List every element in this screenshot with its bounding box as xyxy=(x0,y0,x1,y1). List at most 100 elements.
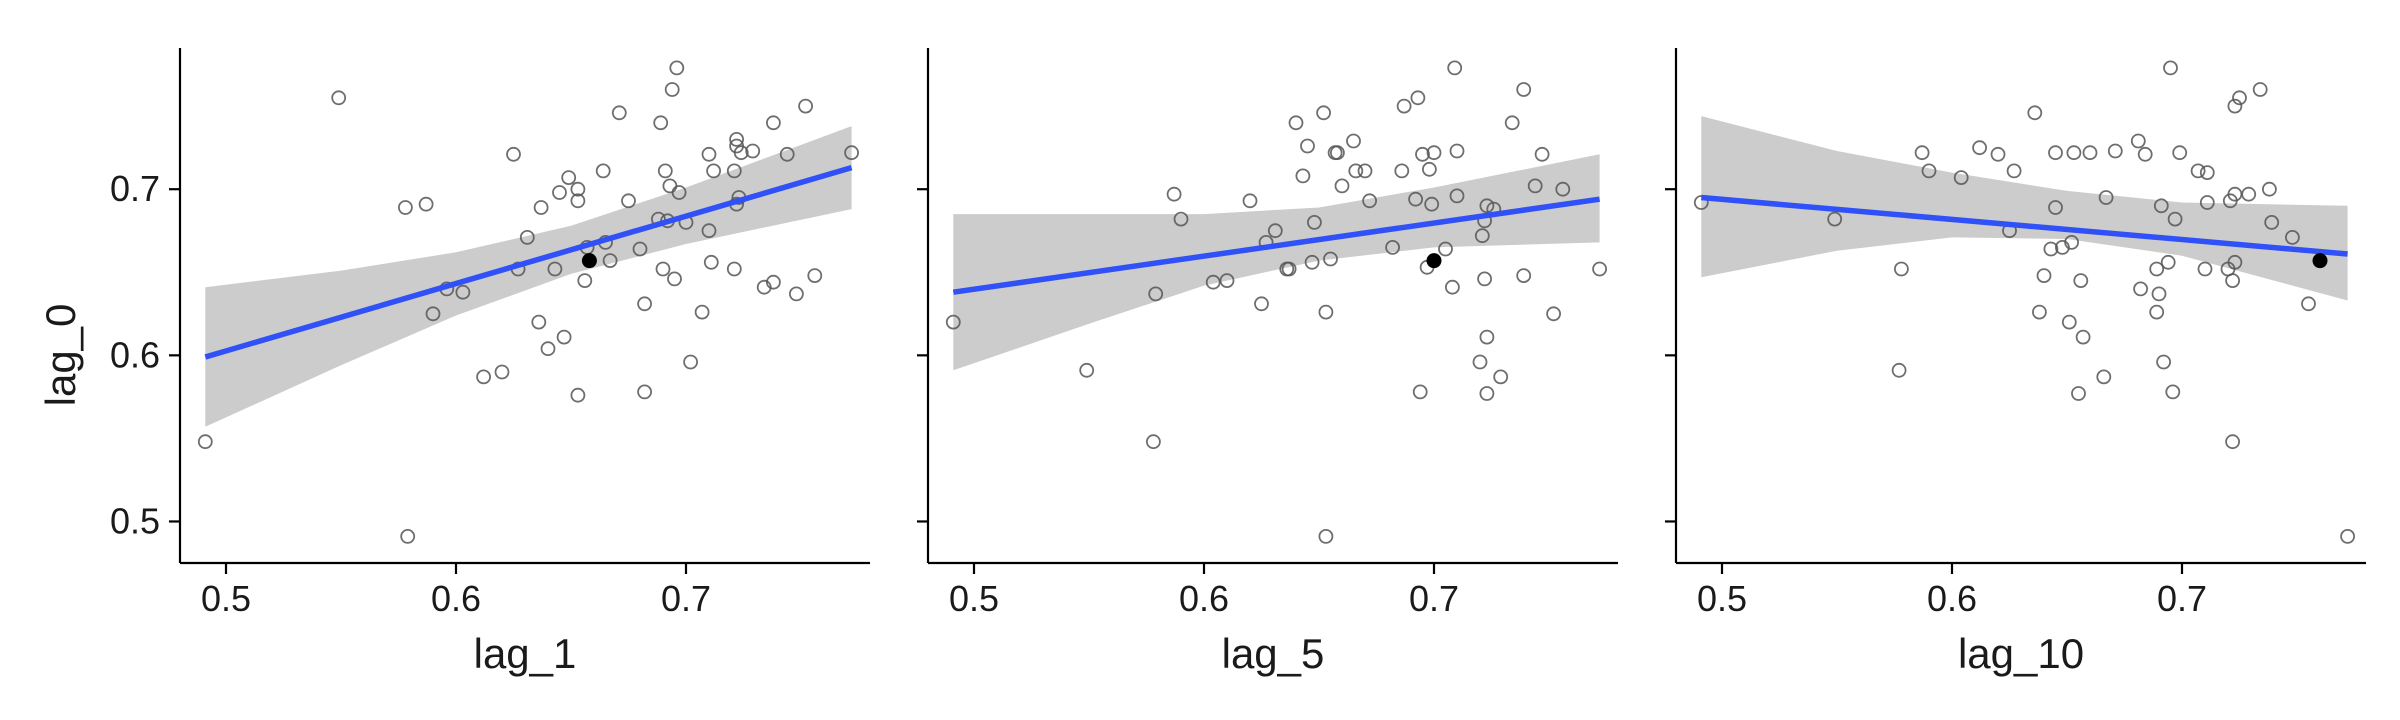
data-point xyxy=(2027,105,2043,121)
regression-line xyxy=(1701,194,2348,257)
data-point xyxy=(1592,261,1607,277)
data-point xyxy=(1396,98,1412,114)
data-point xyxy=(1348,163,1364,179)
data-point xyxy=(653,115,669,131)
x-tick-label: 0.6 xyxy=(1179,578,1229,619)
data-point xyxy=(1479,329,1495,345)
data-point xyxy=(1316,105,1331,121)
data-point xyxy=(494,364,510,380)
data-point xyxy=(2197,261,2213,277)
data-point xyxy=(1357,163,1373,179)
data-point xyxy=(733,145,749,161)
x-tick-label: 0.7 xyxy=(1409,578,1459,619)
x-tick-label: 0.6 xyxy=(431,578,481,619)
panel-lag_5: 0.5 0.6 0.7 lag_5 xyxy=(917,48,1618,677)
data-point xyxy=(1477,271,1492,287)
data-point xyxy=(2172,145,2188,161)
data-point xyxy=(1472,354,1488,370)
data-point xyxy=(455,284,471,300)
data-point xyxy=(595,163,611,179)
data-point xyxy=(570,181,586,197)
data-point xyxy=(1422,161,1437,177)
data-point xyxy=(945,314,961,330)
data-point xyxy=(2232,90,2247,106)
data-point xyxy=(2227,254,2243,270)
data-point xyxy=(657,163,673,179)
data-point xyxy=(2199,165,2215,181)
data-point xyxy=(2064,234,2080,250)
data-point xyxy=(1449,188,1465,204)
data-point xyxy=(533,200,549,215)
data-point xyxy=(540,341,556,357)
data-point xyxy=(1362,193,1377,209)
data-point xyxy=(706,163,721,179)
y-axis-label: lag_0 xyxy=(37,304,84,407)
data-point xyxy=(683,354,698,370)
data-point xyxy=(664,82,680,97)
data-point xyxy=(2167,211,2183,227)
x-tick-label: 0.5 xyxy=(201,578,251,619)
data-point xyxy=(561,170,577,186)
data-point xyxy=(662,178,678,194)
x-tick-label: 0.6 xyxy=(1927,578,1977,619)
data-point xyxy=(844,145,859,161)
data-point xyxy=(1288,115,1304,131)
data-point xyxy=(2190,163,2206,179)
data-point xyxy=(1254,296,1269,312)
highlight-point xyxy=(1426,253,1442,269)
data-point xyxy=(397,200,413,215)
data-point xyxy=(1438,241,1453,257)
data-point xyxy=(1408,191,1423,207)
data-point xyxy=(531,314,547,330)
data-point xyxy=(577,273,593,289)
data-point xyxy=(2160,254,2176,270)
data-point xyxy=(1693,195,1709,210)
data-point xyxy=(2149,261,2165,277)
data-point xyxy=(1527,178,1543,194)
data-point xyxy=(1415,146,1430,162)
data-point xyxy=(745,143,761,159)
data-point xyxy=(1972,140,1987,156)
confidence-band xyxy=(1701,116,2348,301)
data-point xyxy=(2252,82,2268,97)
data-point xyxy=(1318,304,1334,320)
panel-lag_10: 0.5 0.6 0.7 lag_10 xyxy=(1665,48,2366,677)
data-point xyxy=(1914,145,1930,161)
data-point xyxy=(701,146,717,162)
data-point xyxy=(1385,239,1400,255)
data-point xyxy=(694,304,710,320)
data-point xyxy=(2133,281,2149,297)
data-point xyxy=(2082,145,2098,161)
data-point xyxy=(2061,314,2077,330)
x-tick-label: 0.7 xyxy=(2157,578,2207,619)
data-point xyxy=(2036,268,2052,284)
data-point xyxy=(667,271,682,287)
data-point xyxy=(701,223,717,239)
data-point xyxy=(2071,386,2086,401)
data-point xyxy=(1148,286,1164,302)
data-point xyxy=(1295,168,1311,184)
data-point xyxy=(2149,304,2165,320)
data-point xyxy=(671,185,687,200)
x-axis-label: lag_10 xyxy=(1958,630,2084,677)
data-point xyxy=(2107,143,2123,159)
y-tick-label: 0.7 xyxy=(110,168,160,209)
data-point xyxy=(2151,286,2167,302)
data-point xyxy=(1449,143,1465,159)
data-point xyxy=(2225,434,2241,450)
data-point xyxy=(637,296,652,312)
data-point xyxy=(611,105,627,121)
data-point xyxy=(425,306,441,322)
regression-line xyxy=(952,196,1600,295)
confidence-band xyxy=(205,126,852,427)
data-point xyxy=(1474,228,1490,244)
data-point xyxy=(1516,268,1532,284)
y-tick-label: 0.6 xyxy=(110,334,160,375)
x-axis-label: lag_5 xyxy=(1222,630,1325,677)
data-point xyxy=(1219,273,1235,289)
data-point xyxy=(2043,241,2059,257)
data-point xyxy=(2340,529,2356,544)
data-point xyxy=(2241,186,2257,202)
data-point xyxy=(1146,434,1161,450)
